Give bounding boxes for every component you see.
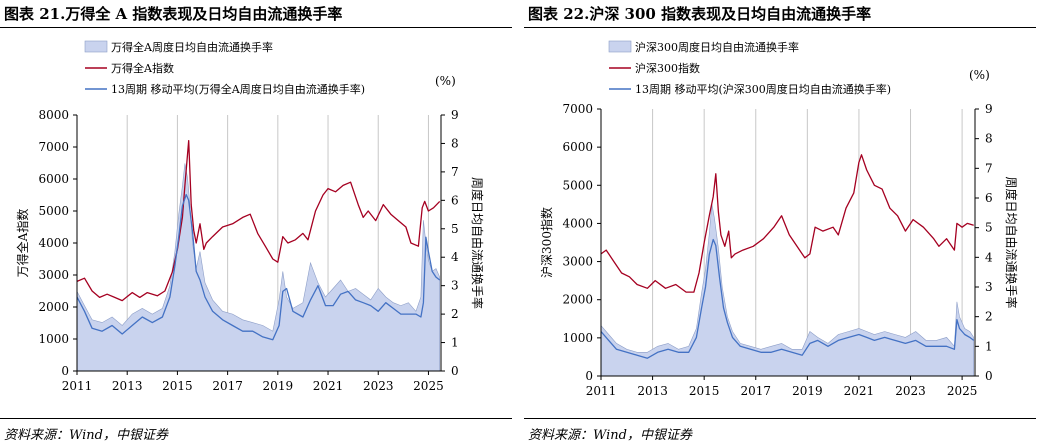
- right-tick-label: 0: [451, 364, 459, 378]
- legend-label: 万得全A指数: [111, 61, 174, 75]
- x-tick-label: 2013: [112, 379, 143, 393]
- x-tick-label: 2015: [689, 384, 720, 398]
- left-tick-label: 2000: [562, 293, 593, 307]
- right-tick-label: 3: [985, 280, 993, 294]
- right-tick-label: 8: [451, 136, 459, 150]
- legend-label: 13周期 移动平均(万得全A周度日均自由流通换手率): [111, 82, 365, 96]
- right-tick-label: 1: [451, 336, 459, 350]
- x-tick-label: 2015: [162, 379, 193, 393]
- right-axis-title: 周度日均自由流通换手率: [1004, 176, 1019, 308]
- index-line-series: [76, 139, 441, 302]
- x-tick-label: 2021: [313, 379, 344, 393]
- chart-panel-wind-all-a: 图表 21.万得全 A 指数表现及日均自由流通换手率 0 1000 2000 3000…: [0, 0, 514, 448]
- left-tick-label: 2000: [38, 300, 69, 314]
- right-tick-label: 4: [985, 250, 993, 264]
- x-tick-label: 2023: [895, 384, 926, 398]
- x-tick-label: 2019: [263, 379, 294, 393]
- left-tick-label: 6000: [38, 172, 69, 186]
- right-tick-label: 8: [985, 132, 993, 146]
- legend-label: 万得全A周度日均自由流通换手率: [111, 40, 273, 54]
- right-axis-title: 周度日均自由流通换手率: [470, 177, 485, 309]
- right-tick-label: 9: [451, 108, 459, 122]
- right-tick-label: 1: [985, 339, 993, 353]
- moving-average-line-series: [76, 193, 441, 341]
- turnover-area-series: [76, 163, 440, 372]
- right-tick-label: 2: [451, 307, 459, 321]
- x-tick-label: 2023: [363, 379, 394, 393]
- x-tick-label: 2011: [62, 379, 93, 393]
- legend-label: 沪深300周度日均自由流通换手率: [635, 40, 799, 54]
- left-tick-label: 8000: [38, 108, 69, 122]
- right-tick-label: 9: [985, 102, 993, 116]
- right-tick-label: 5: [985, 221, 993, 235]
- legend-swatch-area: [608, 40, 632, 53]
- source-note: 资料来源：Wind，中银证券: [4, 428, 168, 443]
- left-axis-title: 万得全A指数: [15, 209, 30, 278]
- moving-average-line-series: [600, 238, 975, 359]
- chart-title: 图表 21.万得全 A 指数表现及日均自由流通换手率: [4, 5, 343, 23]
- left-tick-label: 0: [585, 369, 593, 383]
- chart-title: 图表 22.沪深 300 指数表现及日均自由流通换手率: [528, 5, 872, 23]
- right-axis-unit: (%): [435, 74, 456, 88]
- source-rule: [524, 418, 1036, 419]
- chart-svg: 0 1000 2000 3000 4000 5000 6000 7000 8000 0 1 2 3 4 5 6…: [15, 40, 485, 393]
- right-tick-label: 5: [451, 222, 459, 236]
- chart-panel-csi300: 图表 22.沪深 300 指数表现及日均自由流通换手率 0 1000 2000 300…: [524, 0, 1038, 448]
- right-tick-label: 7: [985, 161, 993, 175]
- x-tick-label: 2025: [947, 384, 978, 398]
- left-tick-label: 3000: [38, 268, 69, 282]
- x-tick-label: 2019: [792, 384, 823, 398]
- left-tick-label: 3000: [562, 255, 593, 269]
- left-tick-label: 0: [61, 364, 69, 378]
- left-tick-label: 7000: [38, 140, 69, 154]
- right-tick-label: 6: [985, 191, 993, 205]
- left-tick-label: 4000: [38, 236, 69, 250]
- x-tick-label: 2011: [586, 384, 617, 398]
- right-tick-label: 3: [451, 279, 459, 293]
- index-line-series: [600, 154, 974, 293]
- left-tick-label: 7000: [562, 102, 593, 116]
- legend-label: 13周期 移动平均(沪深300周度日均自由流通换手率): [635, 82, 891, 96]
- x-tick-label: 2013: [637, 384, 668, 398]
- right-tick-label: 4: [451, 250, 459, 264]
- left-tick-label: 5000: [38, 204, 69, 218]
- chart-svg: 0 1000 2000 3000 4000 5000 6000 7000 0 1 2 3 4 5 6 7 8 9 2…: [539, 40, 1019, 398]
- right-axis-unit: (%): [969, 68, 990, 82]
- source-rule: [0, 418, 512, 419]
- x-tick-label: 2017: [740, 384, 771, 398]
- left-tick-label: 1000: [562, 331, 593, 345]
- legend-swatch-area: [84, 40, 108, 53]
- left-tick-label: 4000: [562, 216, 593, 230]
- right-tick-label: 0: [985, 369, 993, 383]
- right-tick-label: 6: [451, 193, 459, 207]
- title-rule: [524, 27, 1036, 28]
- left-tick-label: 1000: [38, 332, 69, 346]
- right-tick-label: 7: [451, 165, 459, 179]
- x-tick-label: 2021: [844, 384, 875, 398]
- left-tick-label: 6000: [562, 140, 593, 154]
- source-note: 资料来源：Wind，中银证券: [528, 428, 692, 443]
- left-axis-title: 沪深300指数: [539, 207, 554, 278]
- left-tick-label: 5000: [562, 178, 593, 192]
- title-rule: [0, 27, 512, 28]
- turnover-area-series: [600, 203, 974, 377]
- legend-label: 沪深300指数: [635, 61, 700, 75]
- x-tick-label: 2025: [413, 379, 444, 393]
- x-tick-label: 2017: [212, 379, 243, 393]
- right-tick-label: 2: [985, 310, 993, 324]
